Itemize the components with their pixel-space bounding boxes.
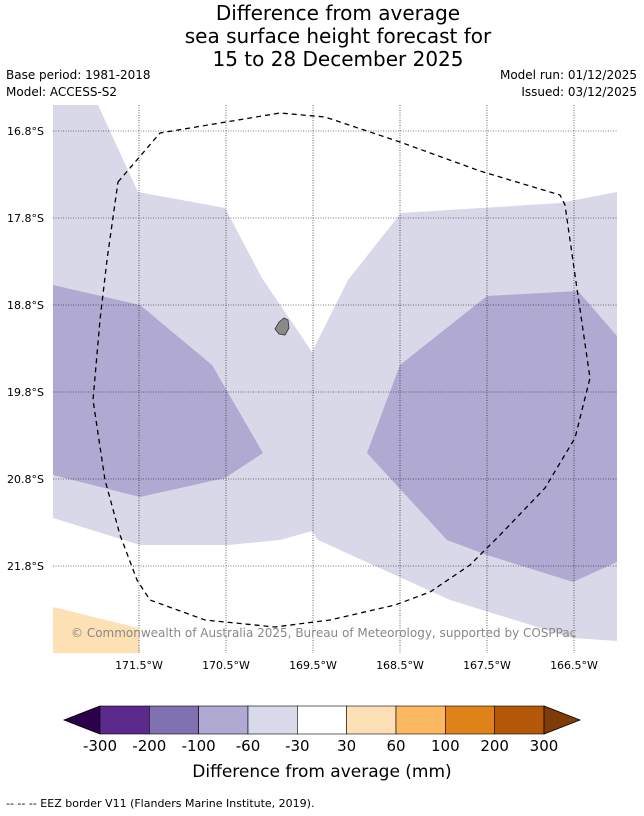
- lat-label-2: 17.8°S: [7, 212, 44, 225]
- colorbar-tick-label: 100: [431, 737, 460, 755]
- lat-label-5: 20.8°S: [7, 473, 44, 486]
- colorbar-swatch: [346, 705, 397, 735]
- colorbar-swatch: [445, 705, 495, 735]
- base-period: Base period: 1981-2018: [6, 68, 151, 82]
- colorbar-tick-label: 300: [530, 737, 559, 755]
- colorbar-tick-label: -300: [83, 737, 117, 755]
- colorbar-label: Difference from average (mm): [192, 762, 452, 782]
- title-line-3: 15 to 28 December 2025: [212, 47, 464, 71]
- anomaly-region-positive: [53, 607, 140, 653]
- copyright-text: © Commonwealth of Australia 2025, Bureau…: [71, 626, 576, 640]
- lat-label-6: 21.8°S: [7, 560, 44, 573]
- colorbar: -300 -200 -100 -60 -30 30 60 100 200 300: [62, 705, 582, 755]
- model-name: Model: ACCESS-S2: [6, 85, 118, 99]
- eez-border: [92, 112, 591, 628]
- lon-label-3: 169.5°W: [289, 659, 337, 672]
- model-run: Model run: 01/12/2025: [499, 68, 637, 82]
- colorbar-swatch: [494, 705, 545, 735]
- lon-label-4: 168.5°W: [376, 659, 424, 672]
- colorbar-tick-label: 60: [386, 737, 405, 755]
- lon-label-6: 166.5°W: [550, 659, 598, 672]
- colorbar-tick-label: -60: [236, 737, 261, 755]
- colorbar-swatch: [198, 705, 249, 735]
- lat-label-1: 16.8°S: [7, 125, 44, 138]
- title-line-1: Difference from average: [215, 1, 461, 25]
- lat-label-4: 19.8°S: [7, 386, 44, 399]
- map-panel: © Commonwealth of Australia 2025, Bureau…: [7, 105, 617, 672]
- colorbar-swatch: [99, 705, 150, 735]
- colorbar-tick-label: 200: [480, 737, 509, 755]
- lat-label-3: 18.8°S: [7, 299, 44, 312]
- title-line-2: sea surface height forecast for: [184, 24, 492, 48]
- colorbar-extend-high: [543, 705, 582, 735]
- colorbar-swatch: [297, 705, 347, 735]
- lon-label-5: 167.5°W: [463, 659, 511, 672]
- gridlines: [53, 105, 617, 653]
- colorbar-tick-label: -30: [285, 737, 310, 755]
- eez-legend: -- -- -- EEZ border V11 (Flanders Marine…: [6, 797, 315, 810]
- lon-label-1: 171.5°W: [115, 659, 163, 672]
- colorbar-swatch: [395, 705, 446, 735]
- colorbar-tick-label: 30: [337, 737, 356, 755]
- anomaly-region-mid-east: [367, 291, 617, 582]
- colorbar-extend-low: [62, 705, 101, 735]
- colorbar-swatch: [247, 705, 298, 735]
- colorbar-swatch: [149, 705, 199, 735]
- anomaly-region-mid-west: [53, 285, 263, 497]
- lon-label-2: 170.5°W: [202, 659, 250, 672]
- issued-date: Issued: 03/12/2025: [521, 85, 637, 99]
- colorbar-tick-label: -200: [132, 737, 166, 755]
- island-land: [274, 317, 290, 336]
- colorbar-tick-label: -100: [182, 737, 216, 755]
